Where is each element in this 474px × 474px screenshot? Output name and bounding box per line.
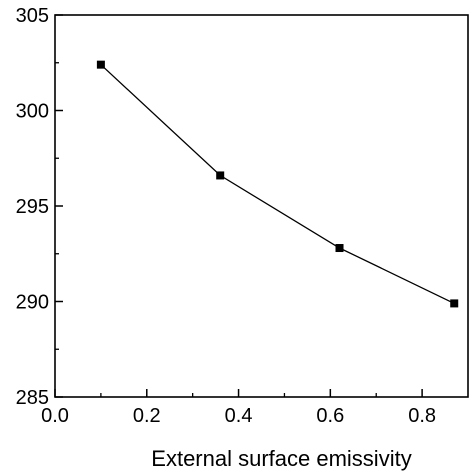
y-tick-label: 305 xyxy=(16,5,49,27)
data-point-marker xyxy=(96,60,105,69)
x-tick-label: 0.0 xyxy=(41,405,69,427)
data-point-marker xyxy=(450,299,459,308)
y-tick-label: 300 xyxy=(16,101,49,123)
x-tick-label: 0.4 xyxy=(225,405,253,427)
tick-marks xyxy=(54,14,423,398)
y-tick-label: 285 xyxy=(16,387,49,409)
x-tick-label: 0.6 xyxy=(316,405,344,427)
series-layer xyxy=(96,60,459,308)
plot-frame xyxy=(54,14,469,398)
x-axis-title: External surface emissivity xyxy=(151,446,411,471)
x-tick-label: 0.2 xyxy=(133,405,161,427)
y-tick-label: 290 xyxy=(16,292,49,314)
data-point-marker xyxy=(216,171,225,180)
x-tick-label: 0.8 xyxy=(408,405,436,427)
series-line xyxy=(100,64,455,304)
data-point-marker xyxy=(335,244,344,253)
y-tick-label: 295 xyxy=(16,196,49,218)
tick-labels: 0.0 0.2 0.4 0.6 0.8 285 290 295 300 305 xyxy=(16,5,436,427)
